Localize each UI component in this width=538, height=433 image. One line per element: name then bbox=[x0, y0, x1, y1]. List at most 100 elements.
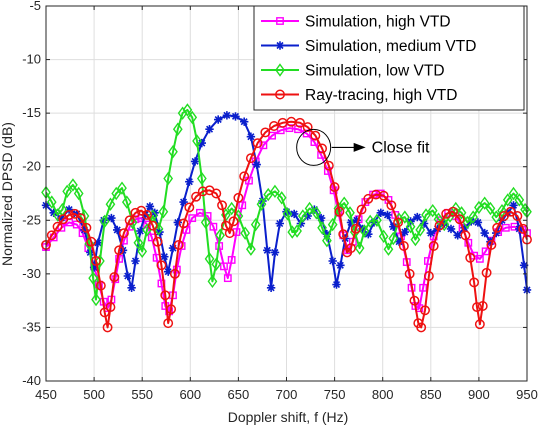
data-point bbox=[105, 302, 116, 313]
data-point bbox=[352, 216, 361, 225]
data-point bbox=[423, 271, 434, 281]
data-point bbox=[226, 201, 237, 216]
data-point bbox=[270, 184, 280, 199]
data-point bbox=[509, 201, 518, 210]
data-point bbox=[378, 190, 389, 201]
data-point bbox=[434, 220, 445, 231]
data-point bbox=[339, 196, 350, 210]
x-tick-label: 800 bbox=[372, 387, 394, 402]
data-point bbox=[188, 214, 197, 223]
data-point bbox=[182, 103, 193, 117]
data-point bbox=[196, 171, 207, 186]
data-point bbox=[95, 254, 105, 268]
data-point bbox=[472, 302, 482, 313]
data-point bbox=[428, 241, 439, 251]
data-point bbox=[323, 160, 334, 171]
x-tick-label: 700 bbox=[276, 387, 298, 402]
data-point bbox=[480, 228, 489, 238]
data-point bbox=[205, 125, 214, 134]
data-point bbox=[295, 117, 305, 128]
data-point bbox=[99, 214, 110, 229]
data-point bbox=[453, 231, 462, 240]
data-point bbox=[505, 206, 516, 217]
y-tick-label: -5 bbox=[29, 0, 41, 13]
data-point bbox=[332, 280, 341, 289]
x-tick-label: 450 bbox=[35, 387, 57, 402]
data-point bbox=[93, 238, 103, 247]
data-point bbox=[441, 208, 452, 219]
data-point bbox=[322, 233, 332, 248]
data-point bbox=[220, 220, 231, 231]
data-point bbox=[217, 200, 227, 211]
data-point bbox=[190, 157, 200, 166]
data-point bbox=[52, 221, 63, 232]
data-point bbox=[187, 110, 198, 125]
data-point bbox=[376, 189, 385, 198]
data-point bbox=[447, 206, 458, 217]
data-point bbox=[469, 277, 480, 288]
data-point bbox=[263, 187, 274, 202]
data-point bbox=[400, 227, 409, 237]
data-point bbox=[492, 222, 503, 233]
data-point bbox=[508, 186, 519, 201]
data-point bbox=[72, 220, 81, 229]
data-point bbox=[164, 267, 173, 276]
legend-label: Ray-tracing, high VTD bbox=[305, 87, 457, 104]
data-point bbox=[256, 197, 267, 211]
data-point bbox=[486, 239, 497, 250]
series-4 bbox=[41, 116, 532, 333]
data-point bbox=[215, 228, 225, 242]
x-tick-label: 950 bbox=[516, 387, 538, 402]
data-point bbox=[127, 283, 136, 292]
data-point bbox=[200, 215, 211, 230]
data-point bbox=[80, 225, 89, 235]
legend-label: Simulation, high VTD bbox=[305, 14, 451, 31]
data-point bbox=[311, 206, 322, 220]
data-point bbox=[388, 231, 399, 246]
data-point bbox=[145, 202, 155, 211]
data-point bbox=[179, 197, 188, 207]
data-point bbox=[197, 186, 208, 197]
x-tick-label: 750 bbox=[324, 387, 346, 402]
data-point bbox=[246, 242, 256, 256]
data-point bbox=[474, 319, 485, 330]
data-point bbox=[68, 178, 78, 192]
data-point bbox=[519, 261, 529, 270]
data-point bbox=[197, 138, 206, 148]
data-point bbox=[421, 208, 431, 222]
data-point bbox=[64, 205, 74, 214]
data-point bbox=[260, 127, 271, 138]
close-fit-label: Close fit bbox=[372, 139, 430, 156]
y-tick-label: -30 bbox=[22, 266, 41, 281]
data-point bbox=[350, 223, 361, 234]
data-point bbox=[99, 216, 108, 225]
data-point bbox=[173, 218, 182, 227]
data-point bbox=[211, 257, 222, 271]
data-point bbox=[497, 203, 507, 218]
data-point bbox=[73, 186, 84, 201]
data-point bbox=[133, 236, 144, 250]
data-point bbox=[240, 117, 249, 126]
data-point bbox=[163, 318, 174, 329]
data-point bbox=[336, 261, 345, 270]
x-tick-label: 500 bbox=[83, 387, 105, 402]
data-point bbox=[81, 222, 92, 233]
data-point bbox=[393, 217, 404, 228]
y-tick-label: -15 bbox=[22, 105, 41, 120]
annotation-arrowhead bbox=[353, 142, 366, 152]
data-point bbox=[89, 263, 99, 272]
data-point bbox=[88, 271, 99, 285]
data-point bbox=[501, 223, 510, 232]
data-point bbox=[147, 220, 158, 231]
data-point bbox=[140, 210, 150, 220]
data-point bbox=[363, 193, 374, 204]
data-point bbox=[409, 295, 420, 306]
x-tick-label: 550 bbox=[131, 387, 153, 402]
data-point bbox=[468, 210, 478, 224]
data-point bbox=[270, 248, 280, 257]
data-point bbox=[75, 213, 86, 224]
data-point bbox=[328, 256, 337, 266]
data-point bbox=[142, 209, 152, 220]
